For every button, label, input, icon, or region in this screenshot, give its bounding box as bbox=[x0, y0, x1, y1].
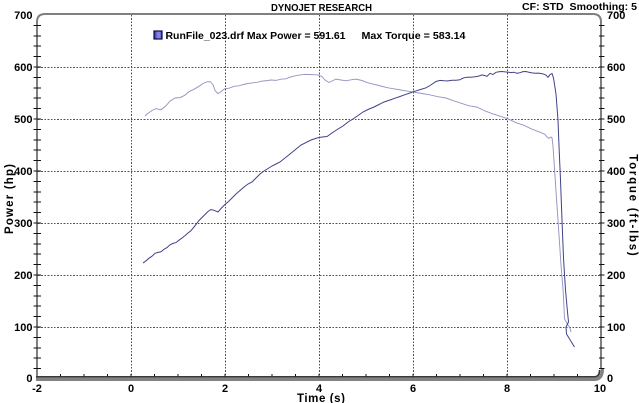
svg-text:600: 600 bbox=[607, 62, 625, 74]
svg-text:10: 10 bbox=[594, 383, 606, 395]
svg-text:2: 2 bbox=[222, 383, 228, 395]
svg-text:100: 100 bbox=[607, 322, 625, 334]
svg-text:-2: -2 bbox=[32, 383, 42, 395]
svg-text:400: 400 bbox=[14, 166, 32, 178]
svg-text:600: 600 bbox=[14, 62, 32, 74]
svg-text:200: 200 bbox=[607, 270, 625, 282]
svg-text:Power (hp): Power (hp) bbox=[4, 164, 16, 234]
svg-text:RunFile_023.drf Max Power = 59: RunFile_023.drf Max Power = 591.61 bbox=[166, 30, 346, 42]
svg-text:0: 0 bbox=[607, 373, 613, 385]
svg-text:200: 200 bbox=[14, 270, 32, 282]
svg-text:700: 700 bbox=[14, 10, 32, 22]
svg-text:Max Torque = 583.14: Max Torque = 583.14 bbox=[362, 30, 466, 42]
svg-text:Torque (ft-lbs): Torque (ft-lbs) bbox=[627, 154, 639, 256]
svg-text:0: 0 bbox=[26, 373, 32, 385]
svg-text:Time (s): Time (s) bbox=[297, 393, 345, 403]
svg-text:0: 0 bbox=[128, 383, 134, 395]
svg-text:500: 500 bbox=[607, 114, 625, 126]
svg-text:300: 300 bbox=[14, 218, 32, 230]
svg-text:300: 300 bbox=[607, 218, 625, 230]
svg-text:6: 6 bbox=[410, 383, 416, 395]
svg-text:CF: STD Smoothing: 5: CF: STD Smoothing: 5 bbox=[522, 1, 637, 13]
svg-text:DYNOJET RESEARCH: DYNOJET RESEARCH bbox=[271, 3, 372, 14]
svg-text:4: 4 bbox=[316, 383, 323, 395]
svg-text:400: 400 bbox=[607, 166, 625, 178]
svg-text:8: 8 bbox=[504, 383, 510, 395]
svg-text:700: 700 bbox=[607, 10, 625, 22]
svg-text:100: 100 bbox=[14, 322, 32, 334]
svg-text:500: 500 bbox=[14, 114, 32, 126]
